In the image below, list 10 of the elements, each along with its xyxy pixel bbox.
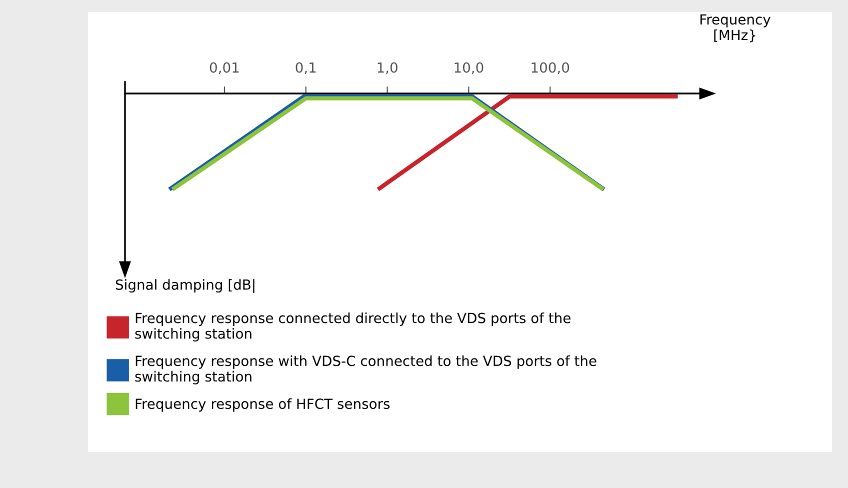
legend-label: Frequency response of HFCT sensors — [136, 398, 390, 412]
x-tick-label: 100,0 — [532, 62, 570, 74]
x-tick-label: 0,1 — [296, 62, 316, 74]
legend-label: Frequency response with VDS-C connected to the VDS ports of the switching station — [135, 355, 596, 384]
x-tick-label: 10,0 — [454, 62, 484, 74]
x-tick-label: 1,0 — [378, 62, 398, 74]
text: Signal damping [dB| — [116, 279, 254, 293]
x-axis-title: Frequency [MHz} — [700, 14, 770, 42]
legend-label: Frequency response connected directly to the VDS ports of the switching station — [135, 312, 570, 342]
x-tick-label: 0,01 — [210, 62, 239, 74]
